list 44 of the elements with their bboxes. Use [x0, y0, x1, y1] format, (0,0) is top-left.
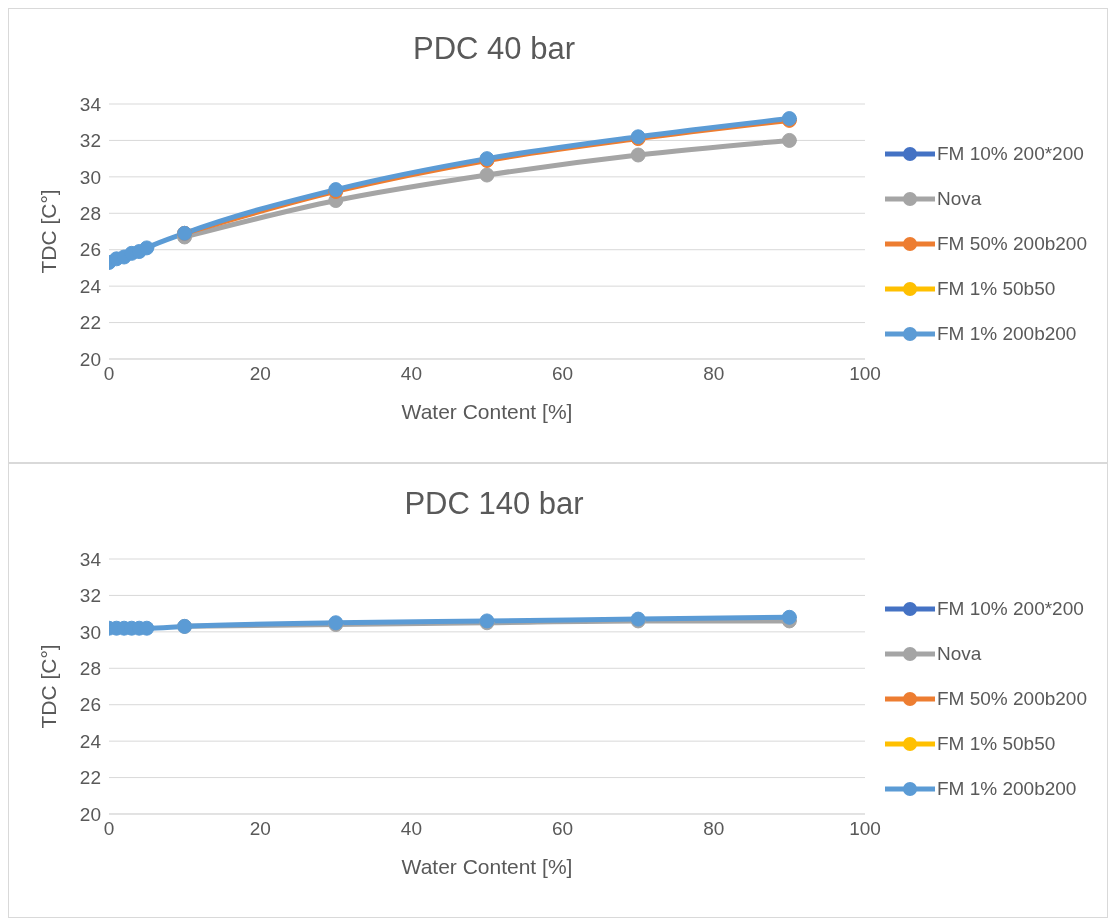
x-tick-label: 0: [103, 818, 115, 840]
x-axis-title: Water Content [%]: [401, 855, 573, 878]
legend-label: Nova: [937, 642, 982, 666]
legend-label: FM 1% 200b200: [937, 777, 1077, 801]
legend-label: Nova: [937, 187, 982, 211]
x-tick-label: 0: [103, 363, 115, 385]
y-tick-label: 34: [79, 93, 102, 115]
x-axis-title: Water Content [%]: [401, 400, 573, 423]
x-tick-label: 80: [703, 363, 725, 385]
y-tick-label: 20: [79, 348, 101, 370]
y-tick-label: 34: [79, 548, 102, 570]
y-tick-label: 26: [79, 694, 101, 716]
chart-title: PDC 40 bar: [412, 31, 576, 67]
legend-label: FM 10% 200*200: [937, 142, 1084, 166]
x-tick-label: 60: [552, 363, 574, 385]
y-tick-label: 30: [79, 166, 101, 188]
legend-label: FM 1% 50b50: [937, 277, 1056, 301]
y-tick-label: 28: [79, 203, 101, 225]
x-tick-label: 20: [249, 818, 271, 840]
x-tick-label: 40: [400, 363, 422, 385]
x-tick-label: 60: [552, 818, 574, 840]
y-axis-title: TDC [C°]: [37, 189, 61, 274]
x-tick-label: 20: [249, 363, 271, 385]
y-tick-label: 24: [79, 730, 102, 752]
y-tick-label: 28: [79, 658, 101, 680]
x-tick-label: 100: [849, 363, 881, 385]
x-tick-label: 100: [849, 818, 881, 840]
y-tick-label: 32: [79, 585, 101, 607]
legend-label: FM 1% 50b50: [937, 732, 1056, 756]
y-tick-label: 22: [79, 767, 101, 789]
legend-label: FM 50% 200b200: [937, 687, 1087, 711]
legend-label: FM 10% 200*200: [937, 597, 1084, 621]
legend-label: FM 50% 200b200: [937, 232, 1087, 256]
y-tick-label: 22: [79, 312, 101, 334]
y-axis-title: TDC [C°]: [37, 644, 61, 729]
y-tick-label: 26: [79, 239, 101, 261]
chart-title: PDC 140 bar: [403, 486, 585, 522]
y-tick-label: 30: [79, 621, 101, 643]
y-tick-label: 24: [79, 275, 102, 297]
y-tick-label: 32: [79, 130, 101, 152]
legend-label: FM 1% 200b200: [937, 322, 1077, 346]
y-tick-label: 20: [79, 803, 101, 825]
x-tick-label: 40: [400, 818, 422, 840]
x-tick-label: 80: [703, 818, 725, 840]
